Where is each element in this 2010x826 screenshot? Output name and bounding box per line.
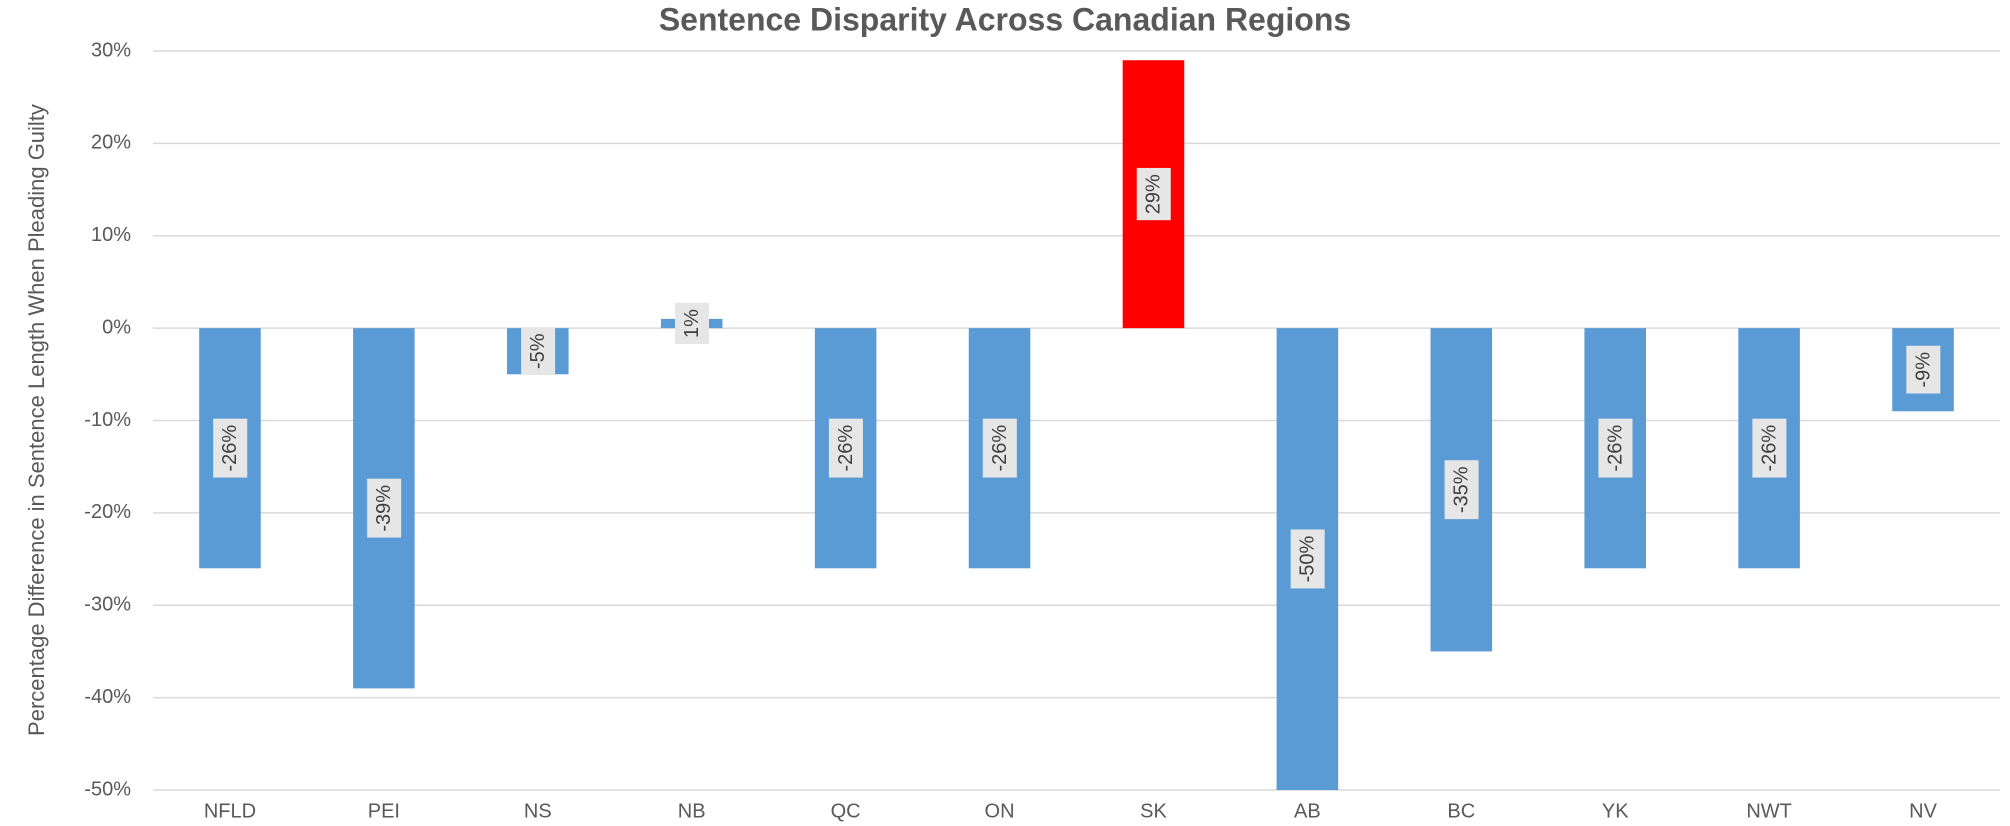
data-label-box — [982, 418, 1017, 478]
y-tick-label: -30% — [84, 594, 131, 616]
data-label: 1% — [674, 302, 709, 344]
data-label-text: -26% — [1758, 425, 1780, 472]
data-label-box — [1444, 460, 1479, 520]
y-tick-label: 10% — [91, 224, 131, 246]
data-label-text: -26% — [989, 425, 1011, 472]
data-label: -26% — [982, 418, 1017, 478]
data-label: -39% — [367, 478, 402, 538]
data-label-text: 1% — [681, 309, 703, 338]
data-label-box — [1290, 529, 1325, 589]
data-label-box — [1598, 418, 1633, 478]
x-tick-label: SK — [1140, 800, 1167, 822]
data-label-text: -26% — [835, 425, 857, 472]
data-label-box — [367, 478, 402, 538]
data-label-text: -39% — [373, 485, 395, 532]
x-tick-label: YK — [1602, 800, 1629, 822]
data-label: -26% — [213, 418, 248, 478]
x-tick-label: NB — [678, 800, 706, 822]
y-tick-label: -10% — [84, 409, 131, 431]
x-tick-label: AB — [1294, 800, 1321, 822]
data-label: -9% — [1906, 345, 1941, 394]
data-label: -26% — [1752, 418, 1787, 478]
data-label-box — [828, 418, 863, 478]
y-axis-title: Percentage Difference in Sentence Length… — [24, 104, 49, 736]
data-label: -5% — [521, 327, 556, 376]
x-tick-label: BC — [1447, 800, 1475, 822]
chart-title: Sentence Disparity Across Canadian Regio… — [659, 1, 1351, 37]
data-label-text: -26% — [1604, 425, 1626, 472]
y-tick-label: 20% — [91, 132, 131, 154]
y-tick-label: 0% — [102, 316, 131, 338]
data-label-box — [674, 302, 709, 344]
y-tick-label: -50% — [84, 778, 131, 800]
data-label: -35% — [1444, 460, 1479, 520]
data-label-text: -5% — [527, 333, 549, 369]
data-label-text: 29% — [1143, 174, 1165, 214]
x-tick-label: QC — [831, 800, 861, 822]
data-label-text: -50% — [1297, 536, 1319, 583]
data-label-text: -9% — [1912, 352, 1934, 388]
y-tick-label: 30% — [91, 39, 131, 61]
x-tick-label: NS — [524, 800, 552, 822]
data-label-box — [1136, 167, 1171, 221]
x-tick-label: NV — [1909, 800, 1937, 822]
data-label-box — [1752, 418, 1787, 478]
y-tick-label: -40% — [84, 686, 131, 708]
data-label-box — [521, 327, 556, 376]
data-label-text: -26% — [219, 425, 241, 472]
x-tick-label: NFLD — [204, 800, 256, 822]
data-label: -26% — [828, 418, 863, 478]
data-label-box — [1906, 345, 1941, 394]
x-tick-label: PEI — [368, 800, 400, 822]
x-tick-label: ON — [985, 800, 1015, 822]
data-label: -50% — [1290, 529, 1325, 589]
data-label: -26% — [1598, 418, 1633, 478]
x-tick-label: NWT — [1746, 800, 1792, 822]
data-label-box — [213, 418, 248, 478]
y-tick-label: -20% — [84, 501, 131, 523]
data-label: 29% — [1136, 167, 1171, 221]
data-label-text: -35% — [1451, 466, 1473, 513]
